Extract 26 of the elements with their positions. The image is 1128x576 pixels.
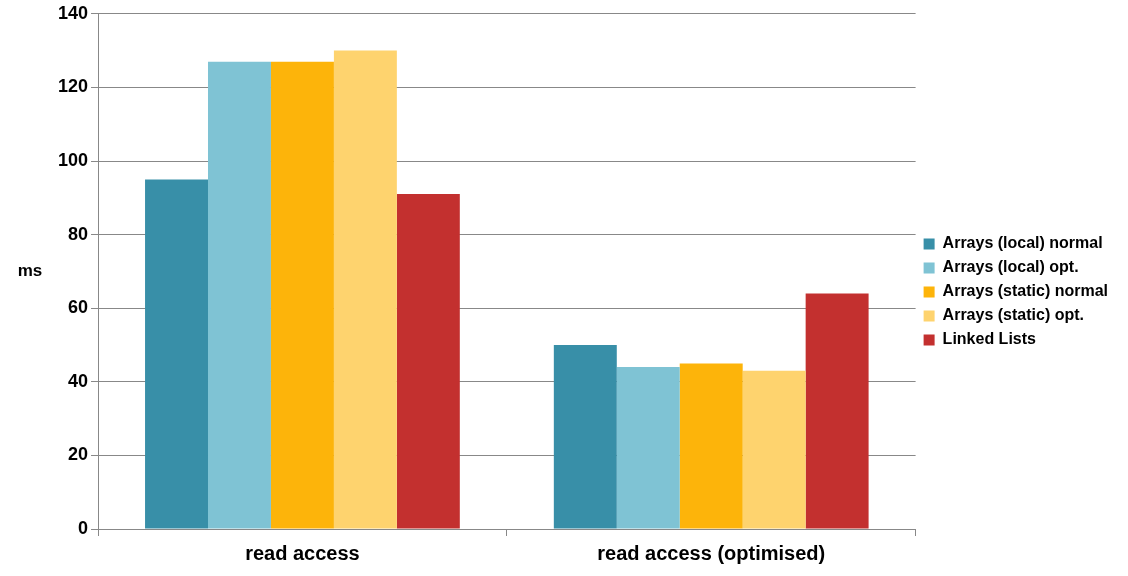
bar (333, 50, 397, 529)
legend-label: Arrays (static) normal (942, 282, 1108, 300)
legend-label: Arrays (local) normal (942, 234, 1103, 252)
bar (396, 194, 460, 529)
legend-label: Arrays (static) opt. (942, 306, 1084, 324)
y-tick-label: 100 (57, 149, 89, 170)
bar (270, 61, 334, 529)
y-tick-label: 80 (68, 223, 89, 244)
bar (742, 370, 806, 529)
bar (679, 363, 743, 529)
y-axis-title: ms (17, 261, 43, 281)
y-tick-label: 20 (68, 444, 89, 465)
x-tick-label: read access (optimised) (597, 541, 826, 564)
bar (805, 293, 869, 529)
y-tick-label: 40 (68, 370, 89, 391)
y-tick-label: 60 (68, 297, 89, 318)
bar (208, 61, 271, 529)
legend-label: Linked Lists (942, 330, 1037, 348)
y-tick-label: 140 (57, 2, 89, 23)
legend-label: Arrays (local) opt. (942, 258, 1079, 276)
y-tick-label: 0 (78, 517, 89, 538)
bar (145, 179, 208, 529)
bar (553, 345, 617, 529)
x-tick-label: read access (245, 541, 360, 564)
y-tick-label: 120 (57, 76, 89, 97)
bar (616, 367, 680, 529)
